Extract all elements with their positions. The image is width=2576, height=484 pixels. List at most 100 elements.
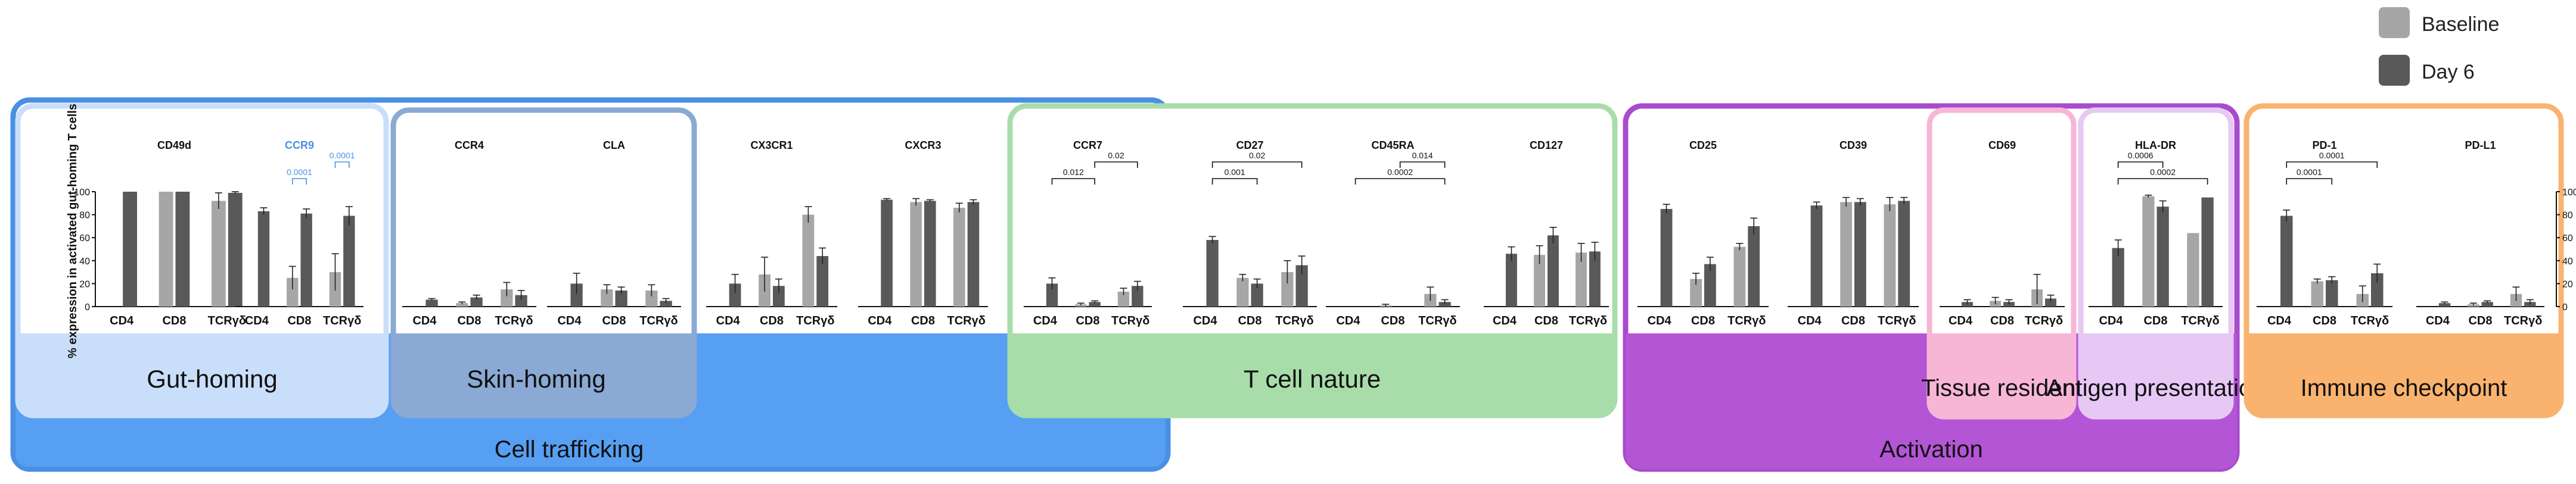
bar-cd49d-day6-2 bbox=[228, 192, 243, 307]
panel-title-ccr4: CCR4 bbox=[455, 139, 484, 151]
legend-swatch-baseline bbox=[2379, 7, 2410, 38]
x-tick-label-hla-dr-1: CD8 bbox=[2143, 314, 2167, 327]
x-tick-label-pd-1-1: CD8 bbox=[2313, 314, 2336, 327]
bar-cd39-baseline-2 bbox=[1884, 204, 1896, 307]
bar-ccr4-baseline-2 bbox=[501, 289, 513, 307]
group-t-cell-nature-band bbox=[1010, 333, 1615, 416]
bar-cxcr3-baseline-1 bbox=[910, 202, 922, 307]
sig-label-cd45ra-0: 0.0002 bbox=[1387, 167, 1413, 177]
bar-cd25-baseline-1 bbox=[1690, 279, 1702, 307]
sig-bracket-hla-dr-1 bbox=[2117, 161, 2164, 168]
bar-cd27-baseline-1 bbox=[1236, 277, 1249, 307]
x-tick-label-cd39-1: CD8 bbox=[1841, 314, 1865, 327]
bar-cxcr3-day6-1 bbox=[924, 201, 936, 307]
x-tick-label-cx3cr1-0: CD4 bbox=[716, 314, 741, 327]
bar-cd27-day6-1 bbox=[1251, 283, 1263, 307]
x-tick-label-cd25-2: TCRγδ bbox=[1727, 314, 1766, 327]
x-tick-label-hla-dr-2: TCRγδ bbox=[2181, 314, 2219, 327]
legend-label-baseline: Baseline bbox=[2422, 13, 2499, 36]
x-tick-label-cd49d-2: TCRγδ bbox=[208, 314, 246, 327]
y-tick-label-40: 40 bbox=[79, 257, 90, 267]
x-tick-label-cla-1: CD8 bbox=[602, 314, 626, 327]
bar-ccr4-day6-2 bbox=[515, 295, 527, 307]
x-tick-label-ccr4-1: CD8 bbox=[457, 314, 481, 327]
x-tick-label-cla-0: CD4 bbox=[557, 314, 582, 327]
sig-label-cd27-1: 0.02 bbox=[1249, 151, 1265, 160]
sig-bracket-cd27-1 bbox=[1211, 161, 1303, 168]
sig-bracket-hla-dr-0 bbox=[2117, 178, 2208, 185]
x-tick-label-cxcr3-1: CD8 bbox=[911, 314, 935, 327]
bar-cd127-baseline-1 bbox=[1534, 255, 1545, 307]
panel-title-cd69: CD69 bbox=[1988, 139, 2016, 151]
sig-label-hla-dr-0: 0.0002 bbox=[2150, 167, 2176, 177]
bar-hla-dr-day6-0 bbox=[2112, 248, 2124, 307]
bar-cd49d-day6-0 bbox=[123, 192, 138, 307]
bar-hla-dr-day6-2 bbox=[2201, 197, 2214, 307]
sig-bracket-cd45ra-0 bbox=[1354, 178, 1446, 185]
sig-bracket-cd27-0 bbox=[1211, 178, 1258, 185]
sig-bracket-ccr7-1 bbox=[1094, 161, 1138, 168]
panel-title-cla: CLA bbox=[603, 139, 625, 151]
sig-bracket-ccr9-1 bbox=[334, 161, 350, 168]
x-tick-label-cd69-0: CD4 bbox=[1949, 314, 1973, 327]
bar-cx3cr1-day6-2 bbox=[816, 256, 829, 307]
x-tick-label-cd39-0: CD4 bbox=[1798, 314, 1822, 327]
x-tick-label-cxcr3-0: CD4 bbox=[868, 314, 892, 327]
bar-cd127-baseline-2 bbox=[1576, 252, 1587, 307]
bar-hla-dr-baseline-2 bbox=[2187, 233, 2199, 307]
sig-bracket-pd-1-1 bbox=[2286, 161, 2378, 168]
sig-label-pd-1-0: 0.0001 bbox=[2297, 167, 2322, 177]
x-tick-label-ccr4-0: CD4 bbox=[412, 314, 437, 327]
bar-cxcr3-day6-0 bbox=[881, 199, 893, 307]
bar-ccr7-day6-2 bbox=[1132, 286, 1143, 307]
x-tick-label-cd25-1: CD8 bbox=[1691, 314, 1715, 327]
x-tick-label-cd27-2: TCRγδ bbox=[1275, 314, 1313, 327]
x-tick-label-cxcr3-2: TCRγδ bbox=[947, 314, 985, 327]
bar-hla-dr-day6-1 bbox=[2156, 207, 2169, 307]
panel-title-cd25: CD25 bbox=[1689, 139, 1717, 151]
panel-title-cd27: CD27 bbox=[1236, 139, 1263, 151]
bar-cd27-day6-2 bbox=[1295, 265, 1308, 307]
group-gut-homing-label: Gut-homing bbox=[147, 365, 277, 393]
panel-title-pd-1: PD-1 bbox=[2312, 139, 2336, 151]
bar-cd127-day6-1 bbox=[1548, 235, 1559, 307]
x-tick-label-cd45ra-2: TCRγδ bbox=[1418, 314, 1456, 327]
right-y-tick-label-60: 60 bbox=[2562, 233, 2573, 243]
bar-cd127-day6-0 bbox=[1506, 254, 1517, 307]
group-activation-label: Activation bbox=[1879, 436, 1983, 463]
bar-cd49d-day6-1 bbox=[175, 192, 190, 307]
y-tick-label-100: 100 bbox=[74, 188, 90, 198]
bar-cd127-day6-2 bbox=[1589, 251, 1601, 307]
x-tick-label-pd-1-2: TCRγδ bbox=[2351, 314, 2389, 327]
group-immune-checkpoint-band bbox=[2246, 333, 2561, 416]
bar-cla-day6-2 bbox=[660, 301, 672, 307]
bar-cla-day6-1 bbox=[615, 290, 627, 307]
bar-cd39-day6-2 bbox=[1898, 201, 1910, 307]
panel-title-pd-l1: PD-L1 bbox=[2465, 139, 2496, 151]
sig-label-ccr7-0: 0.012 bbox=[1063, 167, 1084, 177]
bar-cla-baseline-1 bbox=[601, 289, 613, 307]
bar-cxcr3-day6-2 bbox=[967, 202, 980, 307]
bar-pd-1-day6-1 bbox=[2326, 280, 2338, 307]
x-tick-label-pd-l1-1: CD8 bbox=[2468, 314, 2492, 327]
legend-label-day6: Day 6 bbox=[2422, 61, 2475, 83]
panel-title-cd45ra: CD45RA bbox=[1371, 139, 1414, 151]
bar-pd-1-day6-2 bbox=[2371, 273, 2384, 307]
y-axis-label: % expression in activated gut-homing T c… bbox=[66, 104, 79, 358]
panel-title-cx3cr1: CX3CR1 bbox=[750, 139, 793, 151]
sig-label-cd45ra-1: 0.014 bbox=[1412, 151, 1433, 160]
x-tick-label-ccr4-2: TCRγδ bbox=[495, 314, 533, 327]
group-antigen-presentation-label: Antigen presentation bbox=[2047, 375, 2266, 401]
bar-ccr9-day6-0 bbox=[257, 211, 270, 307]
bar-pd-1-day6-0 bbox=[2280, 216, 2293, 307]
bar-cxcr3-baseline-2 bbox=[953, 208, 965, 307]
panel-title-ccr9: CCR9 bbox=[285, 139, 314, 151]
panel-title-cd39: CD39 bbox=[1839, 139, 1867, 151]
bar-hla-dr-baseline-1 bbox=[2142, 196, 2155, 307]
bar-cla-day6-0 bbox=[570, 283, 583, 307]
x-tick-label-pd-l1-2: TCRγδ bbox=[2504, 314, 2542, 327]
panel-title-ccr7: CCR7 bbox=[1073, 139, 1102, 151]
x-tick-label-ccr9-0: CD4 bbox=[245, 314, 269, 327]
bar-cd49d-baseline-1 bbox=[159, 192, 173, 307]
